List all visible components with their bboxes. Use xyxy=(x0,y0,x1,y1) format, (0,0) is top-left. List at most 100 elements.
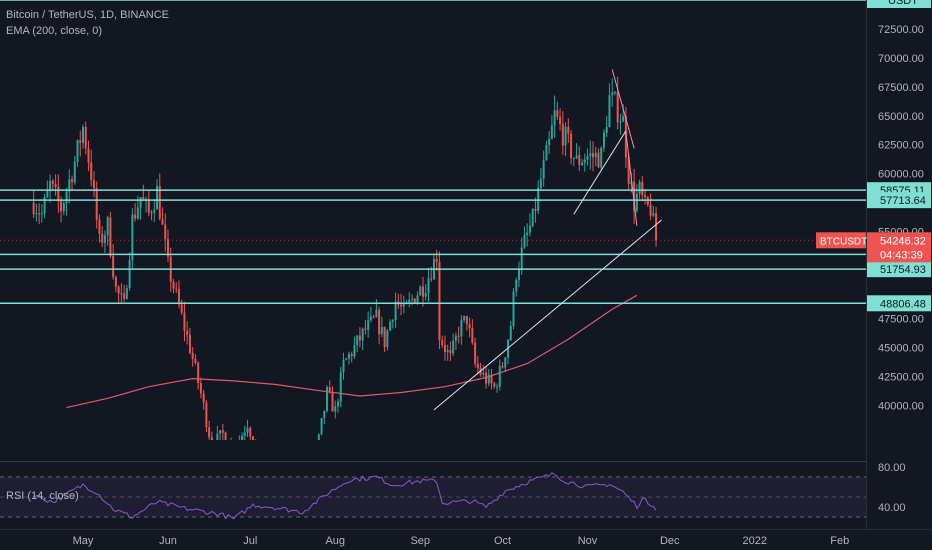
y-tick-label: 67500.00 xyxy=(878,82,924,94)
candle xyxy=(515,277,518,297)
candle xyxy=(76,139,79,168)
candle xyxy=(147,190,150,217)
candle xyxy=(32,190,35,219)
candle xyxy=(559,108,562,131)
candle xyxy=(175,282,178,294)
currency-badge[interactable]: USDT xyxy=(867,0,931,8)
candle xyxy=(583,153,586,172)
candle xyxy=(474,337,477,368)
y-tick-label: 62500.00 xyxy=(878,140,924,152)
candle xyxy=(236,446,238,465)
trendline[interactable] xyxy=(433,219,662,411)
candle xyxy=(397,293,400,310)
candle xyxy=(153,199,156,223)
candle xyxy=(339,366,342,408)
candle xyxy=(92,171,95,197)
level-price-label: 48806.48 xyxy=(867,295,931,312)
candle xyxy=(422,276,424,307)
candle xyxy=(485,366,488,389)
candle xyxy=(241,432,244,440)
candle xyxy=(172,278,175,294)
svg-text:54246.32: 54246.32 xyxy=(880,235,926,247)
candle xyxy=(644,189,647,205)
candle xyxy=(561,111,564,155)
candle xyxy=(465,315,468,331)
candle xyxy=(613,90,616,96)
level-price-label: 51754.93 xyxy=(867,261,931,278)
x-tick-label: Nov xyxy=(578,535,598,547)
candle xyxy=(471,319,474,345)
candle xyxy=(210,431,213,440)
candle xyxy=(394,292,397,329)
horizontal-levels-layer[interactable] xyxy=(0,0,866,305)
candle xyxy=(320,418,323,436)
rsi-tick-label: 40.00 xyxy=(878,502,906,514)
candle xyxy=(501,361,504,369)
candle xyxy=(509,321,512,342)
candle xyxy=(364,319,367,335)
candle xyxy=(156,179,159,210)
candle xyxy=(323,410,326,425)
y-tick-label: 65000.00 xyxy=(878,111,924,123)
x-tick-label: Aug xyxy=(325,535,345,547)
candle xyxy=(98,214,101,243)
candle xyxy=(112,244,115,280)
svg-text:04:43:39: 04:43:39 xyxy=(880,249,923,261)
y-tick-label: 45000.00 xyxy=(878,342,924,354)
candle xyxy=(87,140,90,172)
candle xyxy=(432,253,435,280)
candle xyxy=(353,336,356,359)
candle xyxy=(517,261,520,287)
candle xyxy=(389,319,392,331)
candle xyxy=(545,140,548,161)
level-price-label: 57713.64 xyxy=(867,192,931,209)
candle xyxy=(402,295,405,314)
candle xyxy=(109,211,112,259)
candle xyxy=(205,399,208,432)
candle xyxy=(268,453,270,476)
candle xyxy=(424,284,427,301)
candle xyxy=(556,101,559,121)
candle xyxy=(238,435,240,440)
trendline[interactable] xyxy=(573,130,627,215)
candle xyxy=(191,347,194,367)
candle xyxy=(38,203,41,225)
trendlines-layer[interactable] xyxy=(433,69,662,411)
candle xyxy=(167,229,169,262)
candle xyxy=(65,187,68,216)
candle xyxy=(635,184,638,213)
candle xyxy=(117,285,120,305)
candle xyxy=(164,213,167,252)
candle xyxy=(43,193,46,219)
trendline[interactable] xyxy=(611,69,635,149)
svg-text:BTCUSDT: BTCUSDT xyxy=(820,236,867,247)
candle xyxy=(367,311,370,338)
candle xyxy=(142,184,145,200)
y-tick-label: 70000.00 xyxy=(878,53,924,65)
candle xyxy=(202,389,205,410)
candle xyxy=(482,365,485,378)
candle xyxy=(608,83,611,128)
y-tick-label: 40000.00 xyxy=(878,400,924,412)
y-tick-label: 42500.00 xyxy=(878,371,924,383)
candle xyxy=(90,149,93,187)
candle xyxy=(188,327,191,355)
rsi-legend: RSI (14, close) xyxy=(6,490,79,502)
candle xyxy=(358,327,361,348)
candle xyxy=(572,157,575,167)
candle xyxy=(553,95,556,138)
candle xyxy=(177,280,180,309)
candle xyxy=(528,213,531,237)
candle xyxy=(616,76,619,130)
candle xyxy=(490,368,493,390)
candle xyxy=(233,444,235,462)
x-tick-label: 2022 xyxy=(743,535,767,547)
ema-legend: EMA (200, close, 0) xyxy=(6,25,102,37)
trendline[interactable] xyxy=(625,131,638,226)
candle xyxy=(356,335,359,353)
candle xyxy=(197,361,200,390)
candle xyxy=(493,381,496,389)
candle xyxy=(315,446,317,472)
candle xyxy=(468,317,471,338)
